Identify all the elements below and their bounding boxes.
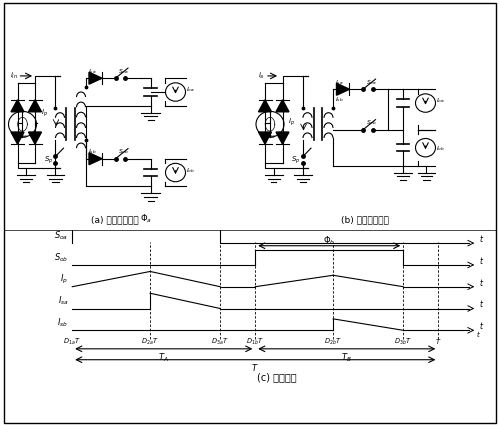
- Text: $S_{oa}$: $S_{oa}$: [54, 229, 68, 242]
- Text: $I_{sb}$: $I_{sb}$: [88, 147, 96, 156]
- Text: $I_{oa}$: $I_{oa}$: [436, 96, 446, 105]
- Text: $S_{oa}$: $S_{oa}$: [366, 78, 376, 86]
- Text: $I_{sa}$: $I_{sa}$: [58, 295, 68, 307]
- Polygon shape: [28, 132, 42, 144]
- Text: $S_{oa}$: $S_{oa}$: [118, 67, 129, 75]
- Text: $S_{ob}$: $S_{ob}$: [54, 251, 68, 264]
- Polygon shape: [89, 153, 102, 165]
- Polygon shape: [336, 83, 349, 95]
- Text: $T_B$: $T_B$: [342, 351, 352, 364]
- Polygon shape: [258, 132, 272, 144]
- Text: $\Phi_a$: $\Phi_a$: [140, 213, 152, 225]
- Text: $S_p$: $S_p$: [44, 155, 54, 166]
- Text: $\Phi_b$: $\Phi_b$: [323, 235, 336, 247]
- Text: $V_{ac}$: $V_{ac}$: [264, 131, 276, 141]
- Text: $D_{3a}T$: $D_{3a}T$: [212, 337, 229, 347]
- Text: $D_{2a}T$: $D_{2a}T$: [142, 337, 159, 347]
- Text: $I_{ob}$: $I_{ob}$: [186, 166, 196, 175]
- Text: $T$: $T$: [435, 337, 442, 346]
- Text: $i_{in}$: $i_{in}$: [10, 71, 18, 81]
- Text: $D_{3b}T$: $D_{3b}T$: [394, 337, 412, 347]
- Text: (c) 开关时序: (c) 开关时序: [257, 372, 296, 382]
- Text: $I_{sb}$: $I_{sb}$: [58, 317, 68, 329]
- Text: $T$: $T$: [252, 363, 259, 373]
- Text: (b) 共用输出绕组: (b) 共用输出绕组: [341, 216, 389, 225]
- Polygon shape: [28, 100, 42, 112]
- Text: $T_A$: $T_A$: [158, 351, 169, 364]
- Text: $I_{oa}$: $I_{oa}$: [186, 85, 196, 94]
- Text: $I_{sa}$: $I_{sa}$: [336, 78, 344, 86]
- Polygon shape: [11, 132, 24, 144]
- Text: $t$: $t$: [479, 276, 484, 288]
- Polygon shape: [258, 100, 272, 112]
- Text: $t$: $t$: [479, 233, 484, 244]
- Text: $I_p$: $I_p$: [288, 117, 296, 128]
- Text: $D_{2b}T$: $D_{2b}T$: [324, 337, 342, 347]
- Text: $S_{ob}$: $S_{ob}$: [366, 118, 376, 127]
- Text: $D_{1a}T$: $D_{1a}T$: [64, 337, 81, 347]
- Polygon shape: [276, 132, 289, 144]
- Text: $I_{sb}$: $I_{sb}$: [336, 95, 344, 104]
- Text: $i_a$: $i_a$: [258, 71, 264, 81]
- Text: $I_p$: $I_p$: [41, 108, 48, 119]
- Text: $D_{1b}T$: $D_{1b}T$: [246, 337, 264, 347]
- Text: $t$: $t$: [479, 255, 484, 266]
- Text: $V_{ac}$: $V_{ac}$: [16, 131, 28, 141]
- Polygon shape: [89, 72, 102, 84]
- Text: (a) 独立输出绕组: (a) 独立输出绕组: [91, 216, 139, 225]
- Polygon shape: [11, 100, 24, 112]
- Text: $S_{ob}$: $S_{ob}$: [118, 147, 129, 156]
- Text: $I_p$: $I_p$: [60, 273, 68, 285]
- Polygon shape: [276, 100, 289, 112]
- Text: $t$: $t$: [479, 299, 484, 309]
- Text: $I_{ob}$: $I_{ob}$: [436, 144, 446, 153]
- Text: $S_p$: $S_p$: [292, 155, 301, 166]
- Text: $t$: $t$: [479, 320, 484, 331]
- Text: $t$: $t$: [476, 329, 482, 339]
- Text: $I_{sa}$: $I_{sa}$: [88, 67, 96, 75]
